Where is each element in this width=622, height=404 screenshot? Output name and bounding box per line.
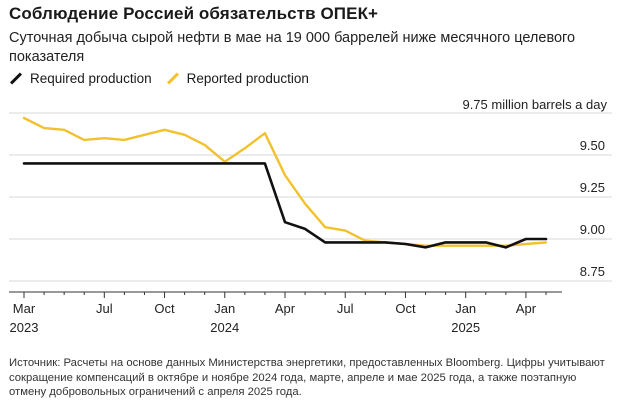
series-lines (22, 116, 548, 249)
y-tick-label: 9.00 (580, 222, 605, 237)
grid (9, 112, 612, 282)
legend-label-required: Required production (30, 71, 152, 86)
legend-item-required: Required production (9, 71, 152, 86)
x-tick-year-label: 2024 (210, 320, 239, 335)
footnote: Источник: Расчеты на основе данных Минис… (9, 357, 605, 398)
x-tick-label: Mar (13, 301, 36, 316)
x-tick-label: Oct (154, 301, 175, 316)
x-tick-label: Apr (516, 301, 537, 316)
y-tick-label: 9.25 (580, 180, 605, 195)
chart-title: Соблюдение Россией обязательств ОПЕК+ (9, 4, 379, 23)
y-unit-label: 9.75 million barrels a day (462, 97, 607, 112)
x-tick-year-label: 2023 (10, 320, 39, 335)
series-line-reported (22, 116, 548, 247)
x-tick-label: Jan (214, 301, 235, 316)
x-tick-label: Jul (96, 301, 113, 316)
legend-item-reported: Reported production (166, 71, 309, 86)
series-line-required (22, 162, 548, 249)
x-tick-year-label: 2025 (451, 320, 480, 335)
chart-subtitle: Суточная добыча сырой нефти в мае на 19 … (9, 30, 576, 65)
x-tick-label: Oct (395, 301, 416, 316)
legend: Required production Reported production (9, 71, 323, 86)
x-tick-label: Apr (275, 301, 296, 316)
x-axis: Mar 2023 Jul Oct Jan 2024 Apr Jul Oct Jan 2025 Apr (9, 291, 562, 335)
x-tick-label: Jan (455, 301, 476, 316)
x-tick-label: Jul (337, 301, 354, 316)
legend-label-reported: Reported production (186, 71, 309, 86)
y-tick-label: 8.75 (580, 264, 605, 279)
y-tick-label: 9.50 (580, 138, 605, 153)
y-axis-ticks: 9.50 9.25 9.00 8.75 (580, 138, 605, 279)
